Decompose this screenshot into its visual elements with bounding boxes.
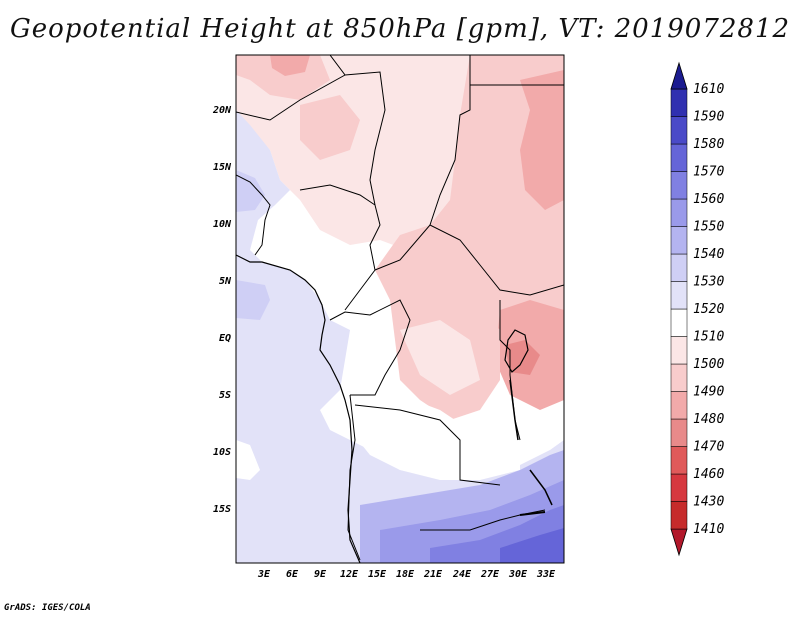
lon-label: 21E	[423, 569, 443, 580]
border-libya-chad-sudan	[429, 55, 471, 226]
border-car-drc	[374, 224, 564, 296]
lat-label: 5N	[219, 276, 232, 287]
lat-label: 10S	[213, 447, 231, 458]
colorbar-segment	[670, 281, 688, 310]
field-1530-west	[236, 110, 564, 563]
colorbar-label: 1460	[693, 467, 724, 482]
colorbar-segment	[670, 473, 688, 502]
chart-title: Geopotential Height at 850hPa [gpm], VT:…	[9, 14, 791, 44]
colorbar-label: 1410	[693, 522, 724, 537]
lon-label: 33E	[536, 569, 556, 580]
lat-label: 20N	[212, 105, 232, 116]
lon-label: 15E	[368, 569, 387, 580]
lon-label: 18E	[396, 569, 415, 580]
colorbar-segment	[670, 446, 688, 475]
colorbar-segment	[670, 143, 688, 172]
lat-axis: 20N 15N 10N 5N EQ 5S 10S 15S	[212, 105, 232, 515]
colorbar-segment	[670, 198, 688, 227]
field-1500-nw2	[300, 95, 360, 160]
lake-kariba	[519, 511, 546, 516]
lat-label: 15S	[213, 504, 231, 515]
border-nigeria-cameroon	[299, 184, 381, 311]
field-1480-lake	[505, 340, 540, 375]
colorbar: 1410 1430 1460 1470 1480 1490 1500 1510 1520 1530…	[670, 61, 724, 557]
colorbar-segment	[670, 116, 688, 145]
colorbar-label: 1490	[693, 385, 724, 400]
colorbar-label: 1480	[693, 412, 724, 427]
lon-label: 24E	[452, 569, 472, 580]
lon-label: 30E	[508, 569, 528, 580]
colorbar-label: 1590	[693, 110, 724, 125]
colorbar-segment	[670, 363, 688, 392]
field-1500-east	[375, 55, 564, 350]
lat-label: EQ	[219, 333, 231, 344]
colorbar-segment	[670, 171, 688, 200]
border-niger-chad	[344, 71, 386, 206]
map-frame	[235, 54, 565, 564]
lon-label: 9E	[314, 569, 327, 580]
colorbar-segment	[670, 253, 688, 282]
colorbar-segment	[670, 88, 688, 117]
field-1510-central	[400, 320, 480, 395]
colorbar-label: 1520	[693, 302, 724, 317]
lat-label: 5S	[219, 390, 231, 401]
colorbar-segment	[670, 336, 688, 365]
colorbar-arrow-high	[670, 61, 688, 90]
colorbar-label: 1550	[693, 220, 724, 235]
colorbar-label: 1610	[693, 82, 724, 97]
colorbar-label: 1540	[693, 247, 724, 262]
colorbar-label: 1430	[693, 495, 724, 510]
lake-malawi	[529, 469, 553, 506]
coastline	[236, 254, 361, 563]
border-angola-west	[347, 394, 361, 561]
colorbar-segment	[670, 308, 688, 337]
colorbar-segment	[670, 418, 688, 447]
field-1580-south	[500, 528, 564, 563]
country-borders	[236, 55, 564, 561]
lon-label: 27E	[480, 569, 500, 580]
field-1520-south	[350, 395, 520, 480]
grads-credit: GrADS: IGES/COLA	[4, 603, 91, 613]
colorbar-label: 1510	[693, 330, 724, 345]
colorbar-label: 1470	[693, 440, 724, 455]
colorbar-label: 1530	[693, 275, 724, 290]
field-1490-nw	[270, 55, 310, 76]
lon-label: 3E	[257, 569, 271, 580]
coastline-west-africa	[236, 174, 271, 256]
field-1490-ne	[520, 70, 564, 210]
colorbar-label: 1570	[693, 165, 724, 180]
colorbar-label: 1500	[693, 357, 724, 372]
field-1540-coast	[236, 170, 265, 212]
lake-victoria	[504, 329, 529, 373]
lon-label: 12E	[340, 569, 359, 580]
colorbar-label: 1560	[693, 192, 724, 207]
colorbar-segment	[670, 501, 688, 530]
border-angola-drc	[354, 404, 501, 486]
field-1520-atlantic	[236, 440, 260, 480]
lon-label: 6E	[286, 569, 299, 580]
colorbar-label: 1580	[693, 137, 724, 152]
border-congo	[329, 299, 411, 396]
colorbar-segment	[670, 226, 688, 255]
lon-axis: 3E 6E 9E 12E 15E 18E 21E 24E 27E 30E 33E	[257, 569, 556, 580]
border-north	[330, 55, 331, 56]
geopotential-field	[236, 55, 564, 563]
lat-label: 15N	[213, 162, 232, 173]
field-1540-gulf	[236, 280, 270, 320]
border-algeria-niger	[236, 55, 346, 121]
lake-tanganyika	[509, 379, 519, 441]
colorbar-segment	[670, 391, 688, 420]
lat-label: 10N	[213, 219, 232, 230]
colorbar-arrow-low	[670, 528, 688, 557]
